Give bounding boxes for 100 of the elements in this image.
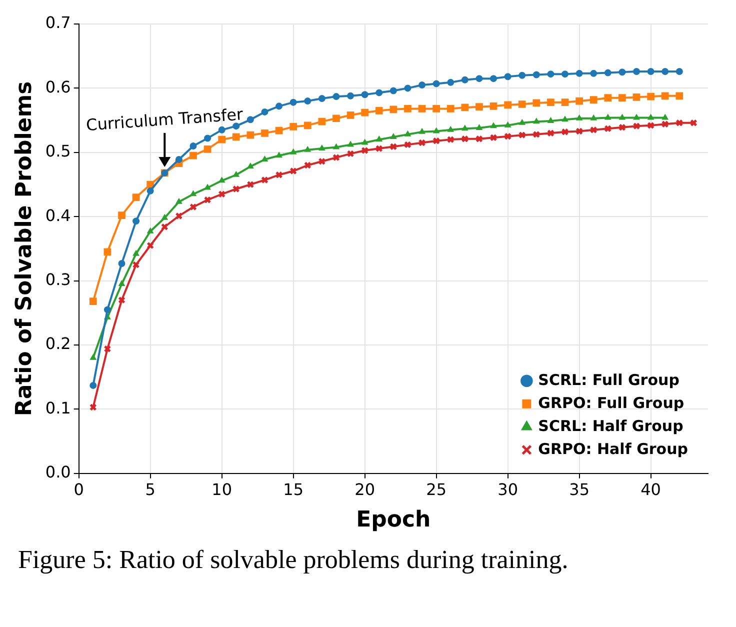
point — [490, 134, 498, 142]
y-tick-label: 0.5 — [45, 142, 71, 161]
point — [332, 114, 340, 122]
point — [232, 133, 240, 141]
point — [432, 137, 440, 145]
point — [547, 70, 554, 78]
point — [290, 123, 298, 130]
x-tick-label: 30 — [498, 480, 518, 500]
point — [532, 71, 540, 78]
point — [633, 68, 640, 76]
point — [276, 152, 282, 158]
point — [304, 162, 312, 169]
point — [647, 92, 654, 100]
point — [318, 118, 326, 126]
point — [548, 117, 554, 123]
point — [618, 94, 626, 102]
point — [362, 139, 368, 145]
point — [204, 134, 212, 142]
point — [490, 75, 498, 82]
y-tick-label: 0.3 — [45, 270, 71, 289]
point — [462, 125, 468, 131]
point — [590, 114, 597, 120]
point — [633, 114, 640, 120]
point — [532, 130, 540, 138]
point — [147, 228, 154, 234]
point — [647, 68, 654, 76]
x-tick-label: 10 — [212, 480, 232, 500]
point — [475, 135, 483, 143]
point — [204, 146, 212, 153]
point — [590, 70, 598, 77]
point — [361, 108, 369, 116]
point — [490, 102, 498, 110]
point — [561, 128, 569, 136]
point — [432, 80, 440, 88]
legend-label: SCRL: Half Group — [538, 416, 684, 435]
point — [632, 122, 640, 130]
x-axis-title: Epoch — [356, 508, 431, 533]
point — [246, 180, 254, 188]
point — [162, 214, 168, 220]
point — [461, 76, 468, 84]
point — [318, 94, 326, 102]
point — [404, 84, 412, 92]
x-tick-label: 35 — [569, 480, 590, 500]
point — [261, 176, 268, 184]
point — [190, 152, 197, 160]
point — [618, 124, 626, 132]
point — [218, 136, 226, 144]
point — [146, 242, 154, 250]
point — [476, 75, 483, 82]
point — [247, 163, 254, 169]
point — [418, 128, 426, 134]
point — [104, 248, 112, 256]
point — [604, 69, 612, 76]
point — [504, 122, 511, 128]
point — [661, 120, 669, 128]
point — [504, 73, 512, 80]
point — [361, 146, 369, 154]
point — [432, 105, 440, 112]
point — [204, 184, 211, 190]
point — [204, 196, 212, 204]
point — [648, 114, 654, 120]
y-axis-title: Ratio of Solvable Problems — [12, 81, 37, 416]
point — [376, 136, 382, 142]
point — [132, 194, 140, 202]
point — [533, 118, 540, 124]
point — [676, 119, 684, 127]
point — [233, 171, 240, 177]
point — [118, 280, 125, 286]
point — [218, 126, 226, 134]
point — [576, 127, 584, 135]
point — [232, 185, 240, 193]
point — [590, 126, 598, 134]
caption: Figure 5: Ratio of solvable problems during training. — [17, 544, 570, 576]
point — [518, 131, 526, 139]
point — [190, 203, 197, 211]
point — [676, 68, 683, 76]
point — [618, 68, 626, 76]
point — [160, 223, 168, 231]
point — [118, 296, 126, 304]
point — [275, 171, 283, 179]
y-tick-label: 0.1 — [45, 398, 71, 418]
point — [375, 144, 383, 152]
point — [175, 156, 182, 163]
point — [390, 87, 397, 94]
point — [576, 114, 582, 120]
point — [132, 250, 140, 256]
point — [276, 102, 283, 110]
legend-label: GRPO: Full Group — [538, 394, 684, 412]
point — [547, 98, 554, 106]
point — [418, 81, 426, 88]
point — [532, 99, 540, 107]
point — [590, 96, 598, 104]
x-tick-label: 0 — [74, 480, 84, 500]
point — [118, 260, 126, 267]
point — [447, 78, 454, 86]
point — [261, 129, 268, 137]
point — [375, 106, 383, 114]
point — [562, 116, 568, 122]
point — [647, 122, 655, 130]
point — [346, 111, 354, 119]
